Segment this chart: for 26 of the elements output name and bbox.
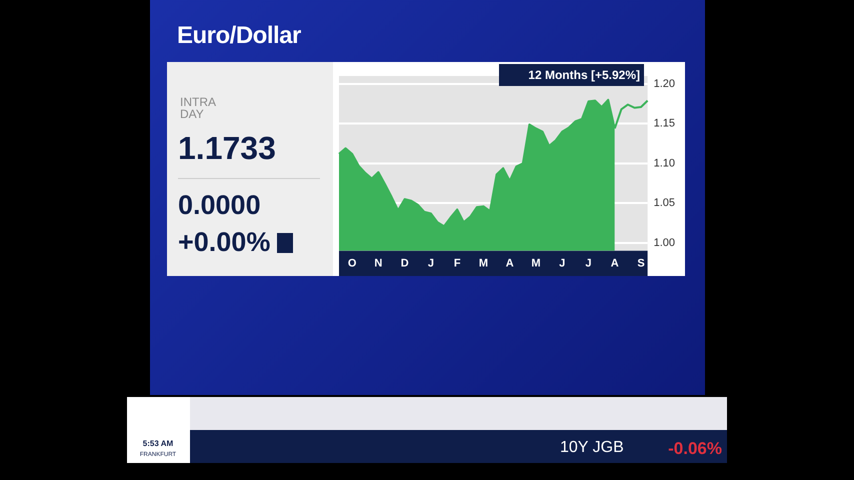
y-tick-label: 1.20 bbox=[654, 78, 676, 90]
text: 1.1733 bbox=[178, 130, 276, 167]
x-tick-label: S bbox=[637, 257, 645, 270]
x-tick-label: M bbox=[478, 257, 488, 270]
y-tick-label: 1.10 bbox=[654, 157, 676, 170]
x-tick-label: O bbox=[348, 257, 357, 270]
x-tick-label: F bbox=[454, 257, 461, 270]
x-tick-label: N bbox=[374, 257, 382, 270]
text: INTRA DAY bbox=[180, 95, 217, 121]
x-tick-label: J bbox=[428, 257, 434, 270]
text: -0.06% bbox=[667, 439, 722, 459]
text: 10Y JGB bbox=[560, 439, 624, 457]
chart-title: Euro/Dollar bbox=[177, 22, 301, 50]
y-tick-label: 1.15 bbox=[654, 118, 676, 130]
text: +0.00% bbox=[178, 227, 270, 258]
x-tick-label: J bbox=[585, 257, 592, 270]
y-tick-label: 1.00 bbox=[654, 236, 676, 249]
y-tick-label: 1.05 bbox=[654, 197, 676, 210]
x-tick-label: A bbox=[506, 257, 514, 270]
text: 0.0000 bbox=[178, 190, 261, 221]
text: 5:53 AM bbox=[142, 439, 174, 448]
x-tick-label: A bbox=[610, 257, 619, 270]
x-tick-label: M bbox=[531, 257, 541, 270]
chart-subtitle: 12 Months [+5.92%] bbox=[499, 64, 644, 86]
x-tick-label: D bbox=[400, 257, 409, 270]
x-tick-label: J bbox=[559, 257, 566, 270]
